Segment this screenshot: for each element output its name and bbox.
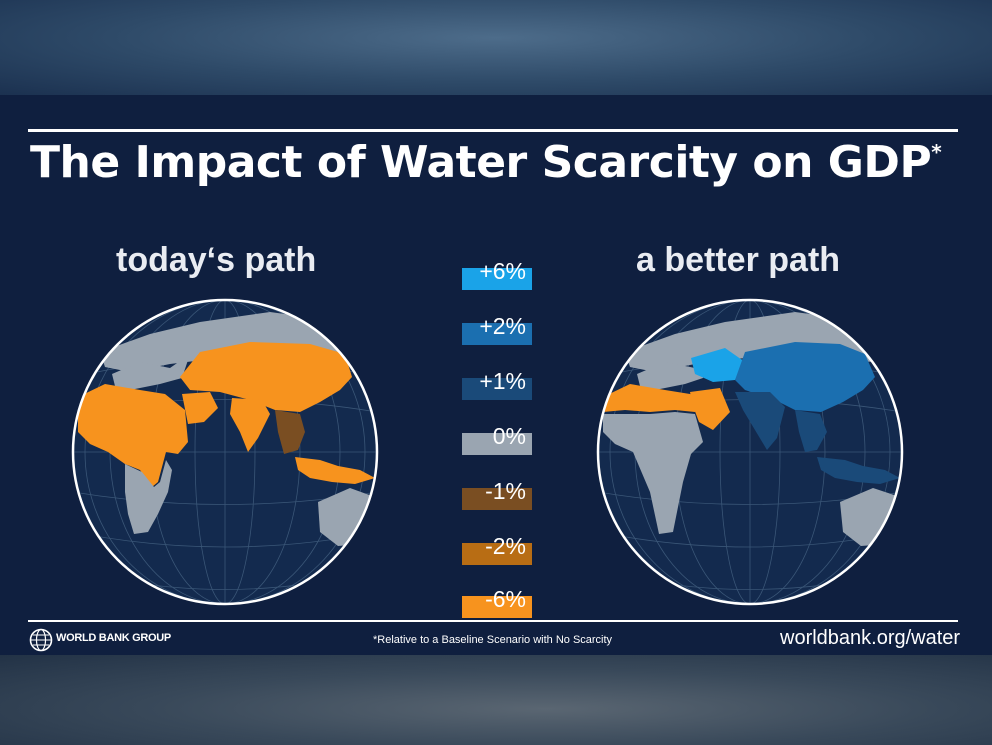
globe-better-path (596, 298, 904, 606)
land-north-africa (603, 384, 707, 412)
legend-swatch-minus6: -6% (462, 586, 532, 618)
land-europe (637, 358, 707, 390)
legend-swatch-minus2: -2% (462, 533, 532, 565)
land-africa (603, 412, 703, 534)
globe-outline (71, 298, 379, 606)
world-bank-globe-icon (29, 628, 53, 652)
land-asia-north (180, 342, 352, 412)
land-india (735, 392, 785, 450)
legend-swatch-plus2: +2% (462, 313, 532, 345)
source-url: worldbank.org/water (780, 627, 961, 649)
legend-label: +1% (479, 368, 526, 394)
infographic-title: The Impact of Water Scarcity on GDP* (30, 137, 942, 188)
legend-swatch-plus6: +6% (462, 258, 532, 290)
legend-label: +2% (479, 313, 526, 339)
land-southeast-asia (795, 410, 827, 452)
globe-outline (596, 298, 904, 606)
legend-swatch-zero: 0% (462, 423, 532, 455)
land-arabia (182, 392, 218, 424)
legend-swatch-plus1: +1% (462, 368, 532, 400)
land-indonesia (295, 457, 375, 484)
title-text: The Impact of Water Scarcity on GDP (30, 137, 932, 188)
legend-label: -6% (485, 586, 526, 612)
land-africa-north (78, 384, 188, 487)
bottom-rule (28, 620, 958, 622)
land-india (230, 398, 270, 452)
footnote: *Relative to a Baseline Scenario with No… (373, 634, 613, 646)
land-africa-south (125, 460, 172, 534)
legend-label: 0% (492, 423, 526, 449)
legend-label: +6% (479, 258, 526, 284)
legend-swatch-minus1: -1% (462, 478, 532, 510)
land-europe (112, 354, 190, 390)
blurred-top-background (0, 0, 992, 95)
world-bank-logo-text: WORLD BANK GROUP (56, 632, 171, 644)
top-rule (28, 129, 958, 132)
title-asterisk: * (931, 140, 942, 165)
blurred-bottom-background (0, 655, 992, 745)
legend-label: -1% (485, 478, 526, 504)
land-southeast-asia (275, 410, 305, 454)
globe-todays-path (71, 298, 379, 606)
map-heading-better-path: a better path (636, 241, 841, 279)
land-central-asia (691, 348, 745, 382)
map-heading-todays-path: today‘s path (116, 241, 317, 279)
legend-label: -2% (485, 533, 526, 559)
land-middle-east (690, 388, 730, 430)
land-indonesia (817, 457, 900, 484)
